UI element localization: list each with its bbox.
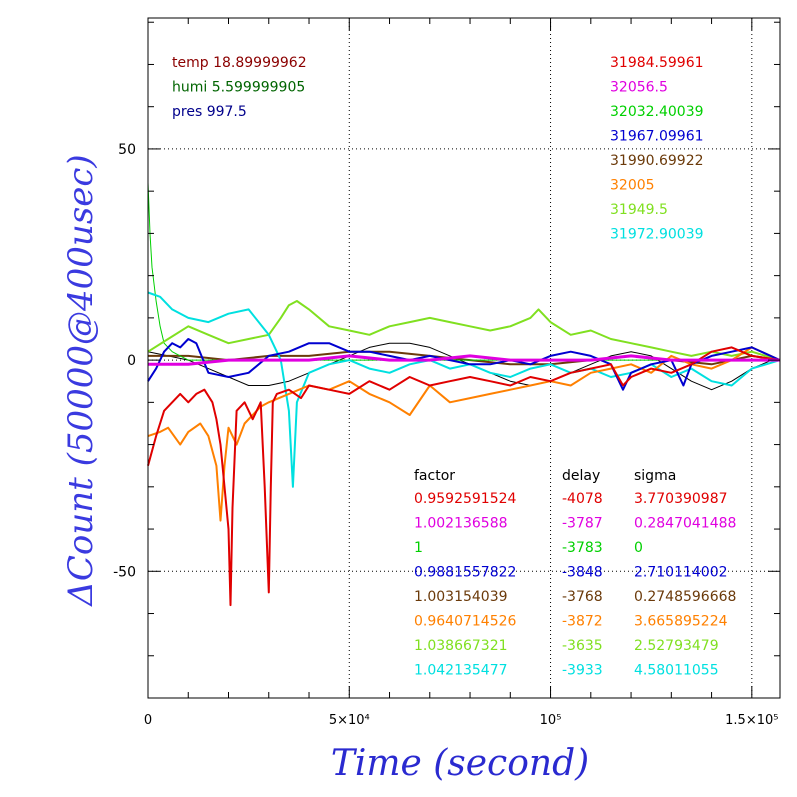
x-tick-label: 10⁵ (540, 713, 562, 728)
series-line-3 (147, 300, 781, 362)
table-cell-sigma: 0.2748596668 (634, 589, 736, 605)
table-cell-delay: -3768 (562, 589, 603, 605)
table-cell-delay: -3783 (562, 540, 603, 556)
table-cell-factor: 1.042135477 (414, 663, 508, 679)
series-mean-value: 32005 (610, 178, 655, 194)
table-cell-factor: 1.002136588 (414, 516, 508, 532)
table-cell-factor: 0.9881557822 (414, 565, 516, 581)
env-value: 18.89999962 (213, 55, 307, 71)
env-label: temp (172, 55, 209, 71)
table-header: sigma (634, 468, 676, 484)
plot-frame (147, 17, 781, 699)
table-header: factor (414, 468, 455, 484)
table-cell-delay: -3848 (562, 565, 603, 581)
series-mean-value: 31972.90039 (610, 227, 704, 243)
y-tick-label: -50 (113, 564, 136, 580)
series-layer (147, 182, 781, 607)
table-cell-factor: 0.9640714526 (414, 614, 517, 630)
table-cell-factor: 1 (414, 540, 423, 556)
env-label: pres (172, 104, 202, 120)
table-cell-delay: -3635 (562, 638, 603, 654)
table-cell-delay: -4078 (562, 491, 603, 507)
x-tick-label: 5×10⁴ (329, 713, 370, 728)
env-readout-temp: temp 18.89999962 (172, 55, 307, 71)
table-cell-sigma: 2.52793479 (634, 638, 719, 654)
table-cell-factor: 1.038667321 (414, 638, 508, 654)
table-header: delay (562, 468, 600, 484)
x-tick-label: 0 (144, 713, 152, 728)
table-cell-factor: 0.9592591524 (414, 491, 517, 507)
series-mean-value: 31949.5 (610, 202, 668, 218)
y-tick-label: 0 (127, 353, 136, 369)
x-tick-label: 1.5×10⁵ (725, 713, 778, 728)
table-cell-sigma: 0.2847041488 (634, 516, 736, 532)
series-mean-value: 31984.59961 (610, 55, 704, 71)
table-cell-delay: -3933 (562, 663, 603, 679)
x-axis-title: Time (second) (331, 743, 589, 784)
text-layer: 0 5×10⁴ 10⁵ 1.5×10⁵ 50 0 -50 temp 18.89999962 hu… (113, 55, 778, 728)
table-cell-factor: 1.003154039 (414, 589, 508, 605)
table-cell-sigma: 3.665895224 (634, 614, 728, 630)
series-mean-value: 32056.5 (610, 80, 668, 96)
table-cell-sigma: 2.710114002 (634, 565, 728, 581)
series-line-5 (147, 346, 781, 522)
y-tick-label: 50 (118, 142, 136, 158)
series-line-7 (147, 346, 781, 607)
env-value: 997.5 (207, 104, 247, 120)
ticks-layer (148, 18, 780, 698)
y-axis-title: ΔCount (50000@400usec) (61, 154, 101, 607)
series-line-6 (147, 338, 781, 391)
table-cell-sigma: 4.58011055 (634, 663, 719, 679)
table-cell-sigma: 3.770390987 (634, 491, 728, 507)
env-readout-humi: humi 5.599999905 (172, 80, 305, 96)
series-line-8 (148, 354, 780, 366)
table-cell-sigma: 0 (634, 540, 643, 556)
table-cell-delay: -3787 (562, 516, 603, 532)
env-readout-pres: pres 997.5 (172, 104, 247, 120)
table-cell-delay: -3872 (562, 614, 603, 630)
series-mean-value: 31967.09961 (610, 129, 704, 145)
series-line-2 (147, 182, 780, 361)
env-value: 5.599999905 (212, 80, 306, 96)
env-label: humi (172, 80, 207, 96)
series-mean-value: 31990.69922 (610, 153, 704, 169)
series-mean-value: 32032.40039 (610, 104, 704, 120)
series-line-4 (147, 291, 781, 488)
